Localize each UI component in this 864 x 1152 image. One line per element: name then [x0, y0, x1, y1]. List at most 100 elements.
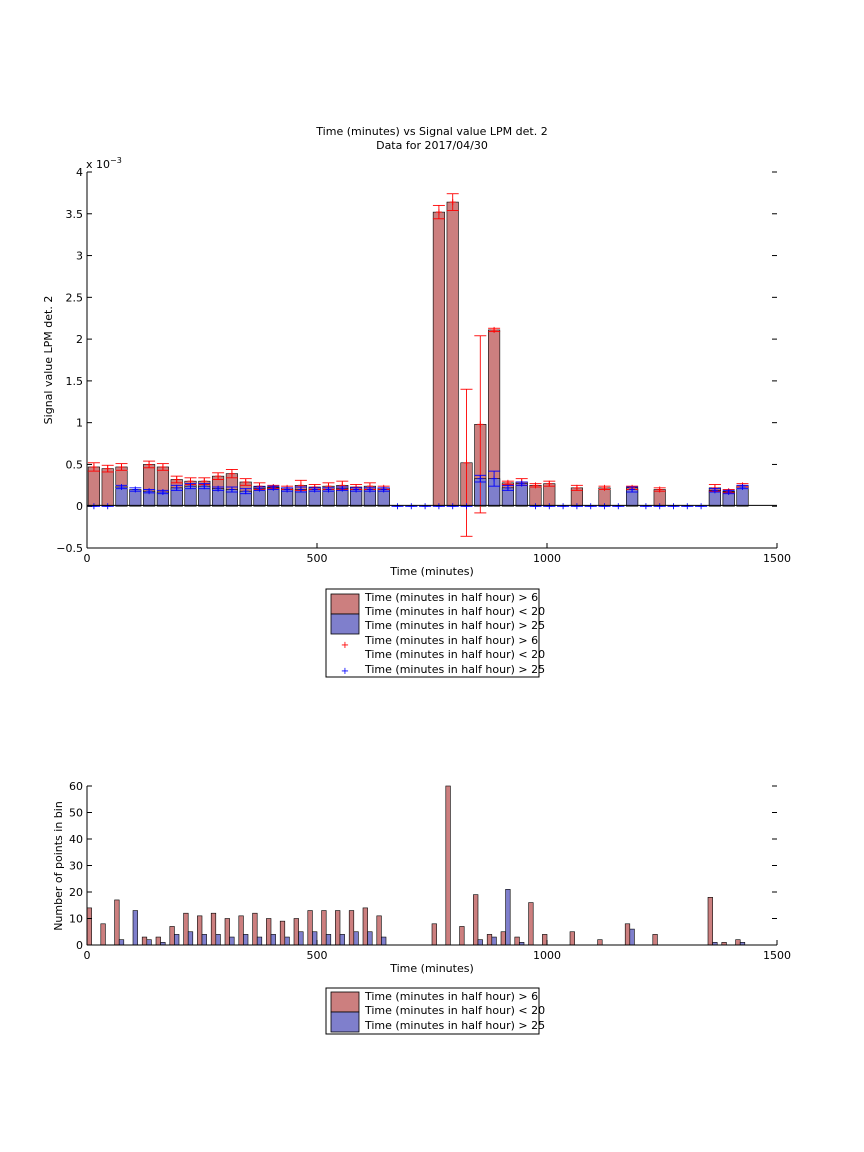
top-y-tick-label: 3.5 — [66, 208, 84, 221]
top-y-tick-label: 1.5 — [66, 375, 84, 388]
bottom-bar-series2 — [298, 931, 304, 946]
top-y-tick-label: 1 — [76, 417, 83, 430]
top-legend: Time (minutes in half hour) > 6 Time (mi… — [325, 588, 545, 678]
top-x-tick-label: 1500 — [763, 552, 791, 565]
top-bar-series1 — [543, 483, 556, 507]
bottom-x-tick-label: 1500 — [763, 949, 791, 962]
bottom-bar-series1 — [197, 915, 203, 946]
bottom-bar-series2 — [229, 936, 235, 946]
bottom-y-tick-label: 10 — [69, 913, 83, 926]
top-y-tick-label: −0.5 — [56, 542, 83, 555]
bottom-bar-series1 — [500, 931, 506, 946]
bottom-y-tick-label: 0 — [76, 939, 83, 952]
top-x-axis-label: Time (minutes) — [389, 565, 474, 578]
top-legend-marker-red: + — [341, 640, 349, 651]
top-y-scale-label: x 10−3 — [86, 156, 122, 171]
bottom-bar-series1 — [293, 918, 299, 946]
bottom-bar-series2 — [243, 934, 249, 946]
bottom-bar-series2 — [491, 936, 497, 946]
bottom-bar-series1 — [86, 907, 92, 946]
bottom-bar-series1 — [307, 910, 313, 946]
bottom-bar-series2 — [215, 934, 221, 946]
bottom-bar-series1 — [569, 931, 575, 946]
bottom-legend-label-2: Time (minutes in half hour) < 20 — [364, 1004, 545, 1017]
bottom-bar-series2 — [256, 936, 263, 946]
bottom-bar-series1 — [362, 907, 368, 946]
top-y-scale-base: x 10 — [86, 158, 110, 171]
bottom-x-tick-label: 500 — [307, 949, 328, 962]
bottom-bar-series1 — [376, 915, 382, 946]
bottom-bar-series2 — [270, 934, 276, 946]
top-legend-label-4: Time (minutes in half hour) > 6 — [364, 634, 538, 647]
top-legend-label-2: Time (minutes in half hour) < 20 — [364, 605, 545, 618]
top-errorbars — [87, 193, 749, 537]
top-y-tick-label: 4 — [76, 166, 83, 179]
top-legend-marker-blue: + — [341, 666, 349, 677]
bottom-legend-swatch-1 — [330, 991, 360, 1013]
top-bar-series2 — [515, 483, 528, 507]
bottom-legend-label-3: Time (minutes in half hour) > 25 — [364, 1019, 545, 1032]
bottom-bar-series1 — [514, 936, 520, 946]
bottom-bar-series2 — [146, 939, 152, 946]
top-legend-swatch-1 — [330, 593, 360, 615]
bottom-bar-series1 — [141, 936, 148, 946]
bottom-bar-series1 — [210, 912, 217, 946]
bottom-y-tick-label: 50 — [69, 807, 83, 820]
bottom-bar-series2 — [118, 939, 125, 946]
bottom-bar-series2 — [477, 939, 483, 946]
bottom-x-ticks: 0 500 1000 1500 — [84, 940, 791, 962]
top-x-ticks: 0 500 1000 1500 — [84, 543, 791, 565]
bottom-bar-series1 — [445, 785, 451, 946]
bottom-x-tick-label: 1000 — [533, 949, 561, 962]
bottom-y-tick-label: 40 — [69, 833, 83, 846]
bottom-bar-series2 — [339, 934, 345, 946]
top-x-tick-label: 1000 — [533, 552, 561, 565]
bottom-bar-series1 — [597, 939, 603, 946]
bottom-legend-label-1: Time (minutes in half hour) > 6 — [364, 990, 538, 1003]
bottom-bar-series2 — [367, 931, 373, 946]
top-y-tick-label: 2 — [76, 333, 83, 346]
top-bar-series2 — [184, 485, 197, 507]
bottom-y-tick-label: 30 — [69, 860, 83, 873]
bottom-bar-series1 — [624, 923, 631, 946]
top-y-ticks: −0.5 0 0.5 1 1.5 2 2.5 3 3.5 4 — [56, 166, 777, 555]
bottom-bar-series1 — [169, 926, 175, 946]
bottom-bar-series1 — [100, 923, 106, 946]
chart-subtitle: Data for 2017/04/30 — [376, 139, 488, 152]
bottom-bar-series1 — [528, 902, 534, 946]
top-legend-box — [325, 588, 540, 678]
top-legend-label-1: Time (minutes in half hour) > 6 — [364, 591, 538, 604]
top-legend-swatch-2 — [330, 613, 360, 635]
chart-title: Time (minutes) vs Signal value LPM det. … — [315, 125, 547, 138]
bottom-x-axis-label: Time (minutes) — [389, 962, 474, 975]
top-bar-series1 — [446, 201, 459, 507]
bottom-bar-series1 — [542, 934, 548, 946]
bottom-bar-series2 — [629, 928, 635, 946]
bottom-bar-series2 — [312, 931, 318, 946]
bottom-bar-series1 — [321, 910, 327, 946]
bottom-bar-series1 — [473, 894, 479, 946]
bottom-y-ticks: 0 10 20 30 40 50 60 — [69, 780, 777, 952]
bottom-bar-series1 — [459, 926, 465, 946]
top-bar-series1 — [529, 485, 542, 507]
bottom-plot: 0 10 20 30 40 50 60 0 500 1000 1500 Time (minutes… — [52, 780, 791, 975]
top-bar-series1 — [432, 211, 445, 507]
bottom-bar-series1 — [183, 912, 189, 946]
top-y-tick-label: 2.5 — [66, 291, 84, 304]
bottom-bar-series1 — [114, 899, 120, 946]
bottom-y-tick-label: 60 — [69, 780, 83, 793]
bottom-bar-series2 — [505, 889, 511, 946]
top-y-tick-label: 0 — [76, 500, 83, 513]
top-plot: −0.500.511.522.533.54 0 500 1000 1500 x 10−… — [42, 156, 791, 578]
top-bar-series1 — [101, 468, 114, 507]
bottom-bar-series1 — [735, 939, 741, 946]
bottom-bar-series1 — [335, 910, 341, 946]
top-y-tick-label: 0.5 — [66, 458, 84, 471]
bottom-bar-series2 — [187, 931, 194, 946]
bottom-bar-series2 — [353, 931, 359, 946]
bottom-legend-swatch-2 — [330, 1011, 360, 1033]
bottom-bar-series1 — [486, 934, 493, 946]
bottom-bar-series1 — [155, 936, 161, 946]
bottom-bar-series1 — [224, 918, 230, 946]
